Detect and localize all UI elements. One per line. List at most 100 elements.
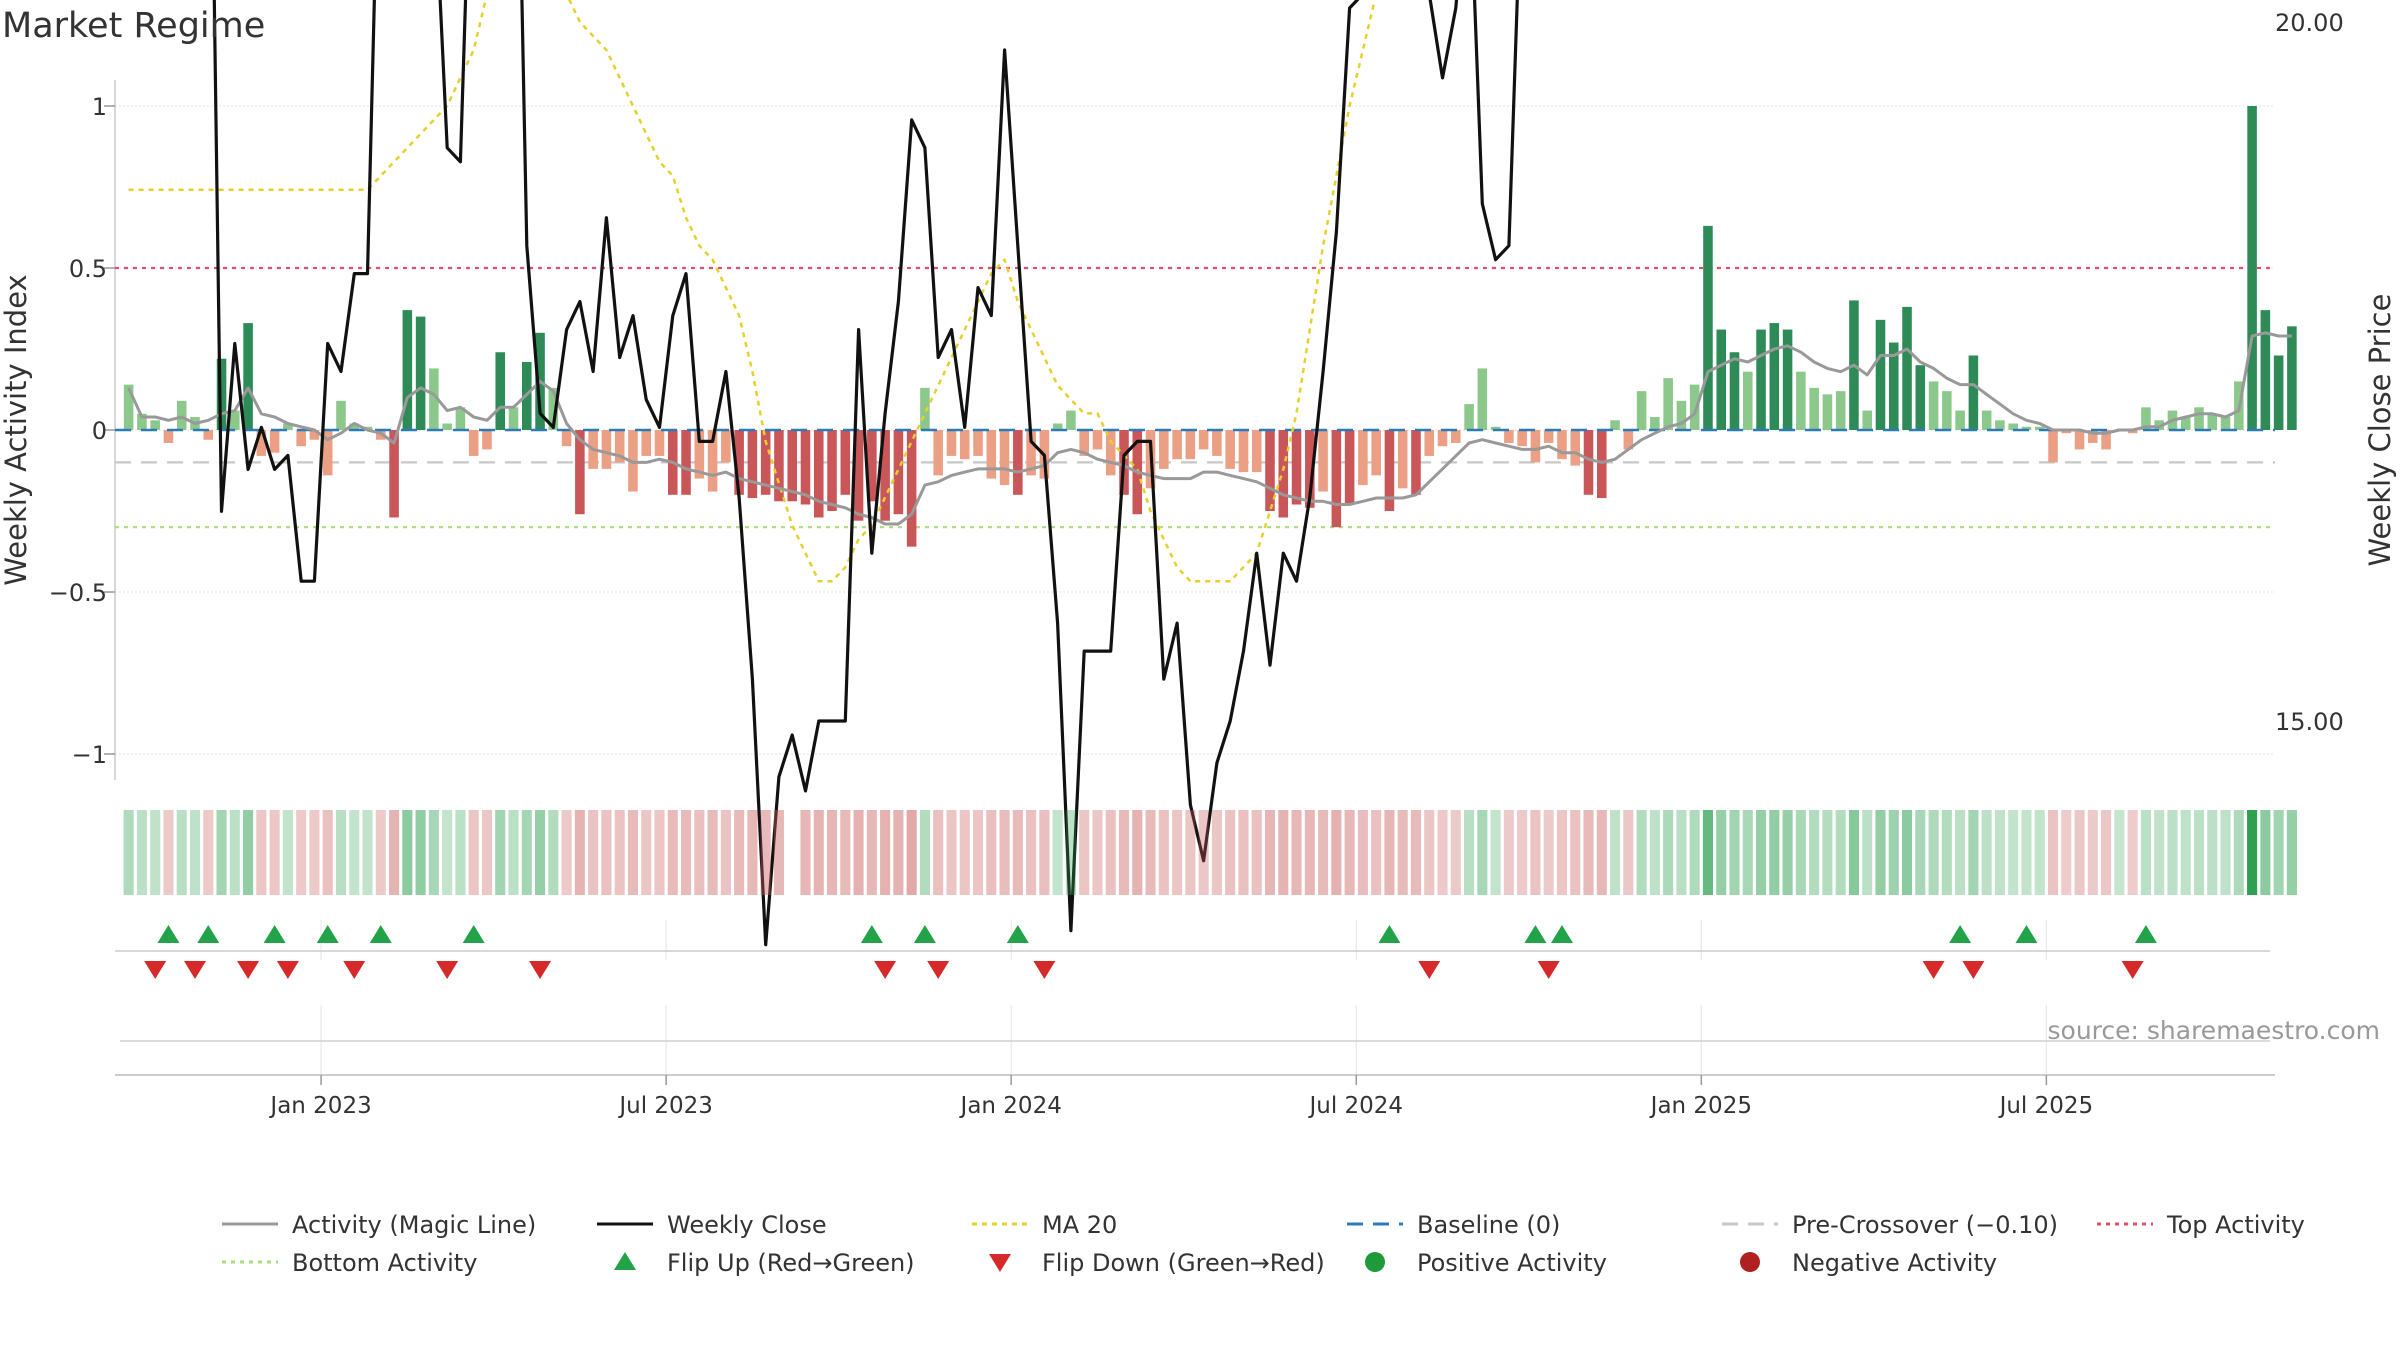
flip-up-marker [913, 925, 936, 943]
legend-swatch-dot [1740, 1252, 1760, 1272]
legend-item: Top Activity [2097, 1211, 2305, 1239]
heat-cell [136, 810, 147, 895]
heat-cell [853, 810, 864, 895]
legend-label: Flip Down (Green→Red) [1042, 1249, 1325, 1277]
activity-bar [1703, 225, 1713, 430]
heat-cell [720, 810, 731, 895]
heat-cell [1702, 810, 1713, 895]
activity-bar [734, 430, 744, 495]
heat-cell [508, 810, 519, 895]
activity-bar [1504, 430, 1514, 443]
heat-cell [2008, 810, 2019, 895]
activity-bar [336, 400, 346, 430]
heat-cell [1092, 810, 1103, 895]
chart-title: Market Regime [2, 6, 266, 46]
heat-cell [1477, 810, 1488, 895]
activity-bar [1623, 430, 1634, 450]
heat-cell [1211, 810, 1222, 895]
flip-up-marker [197, 925, 220, 943]
activity-bar [1437, 430, 1448, 447]
y-tick-label-right: 15.00 [2275, 708, 2344, 736]
activity-bar [495, 352, 506, 430]
activity-bar [1543, 430, 1554, 443]
heat-cell [933, 810, 944, 895]
heat-cell [1331, 810, 1342, 895]
activity-bar [1716, 329, 1727, 430]
legend-label: Baseline (0) [1417, 1211, 1560, 1239]
heat-cell [335, 810, 347, 895]
legend: Activity (Magic Line) Weekly Close MA 20 Ba… [222, 1211, 2305, 1277]
activity-bar [468, 430, 479, 456]
heat-cell [481, 810, 493, 895]
activity-bar [1756, 329, 1766, 430]
activity-bar [429, 368, 439, 430]
activity-bar [296, 430, 306, 447]
heat-cell [2034, 810, 2045, 895]
activity-bar [137, 413, 147, 430]
heat-cell [442, 810, 453, 895]
activity-bar [1796, 371, 1806, 430]
heat-cell [1716, 810, 1727, 895]
heat-cell [2127, 810, 2138, 895]
flip-down-marker [183, 961, 206, 979]
legend-item: Activity (Magic Line) [222, 1211, 536, 1239]
activity-bar [2180, 417, 2191, 430]
heat-cell [1689, 810, 1700, 895]
heat-cell [893, 810, 904, 895]
heat-cell [1450, 810, 1461, 895]
heat-cell [919, 810, 930, 895]
activity-bar [309, 430, 320, 440]
activity-bar [1477, 368, 1488, 430]
activity-bar [1769, 323, 1780, 430]
heat-cell [1968, 810, 1979, 895]
activity-bar [1530, 430, 1541, 463]
activity-bar [681, 430, 691, 495]
flip-down-marker [276, 961, 299, 979]
heat-cell [176, 810, 187, 895]
heat-cell [1636, 810, 1647, 895]
heat-cell [681, 810, 692, 895]
heat-cell [601, 810, 612, 895]
heat-cell [1928, 810, 1939, 895]
heat-cell [269, 810, 280, 895]
heat-cell [349, 810, 360, 895]
heat-cell [1835, 810, 1846, 895]
activity-bar [176, 400, 187, 430]
heat-cell [256, 810, 267, 895]
heat-cell [734, 810, 745, 895]
activity-bar [150, 420, 160, 430]
activity-bar [2220, 417, 2231, 430]
activity-bar [1928, 381, 1939, 430]
heat-cell [1663, 810, 1674, 895]
activity-bar [867, 430, 877, 502]
heat-cell [1822, 810, 1833, 895]
heat-cell [1264, 810, 1276, 895]
activity-bar [1995, 420, 2005, 430]
legend-label: Pre-Crossover (−0.10) [1792, 1211, 2058, 1239]
heat-cell [123, 810, 134, 895]
heat-cell [1198, 810, 1209, 895]
heat-cell [1596, 810, 1607, 895]
activity-bar [2194, 407, 2204, 430]
y-tick-label-left: 1 [92, 93, 107, 121]
heat-cell [1795, 810, 1806, 895]
activity-bar [813, 430, 824, 518]
legend-label: Bottom Activity [292, 1249, 477, 1277]
activity-bar [1238, 430, 1249, 473]
activity-bar [1742, 371, 1753, 430]
flip-up-marker [2015, 925, 2038, 943]
heat-cell [654, 810, 665, 895]
x-tick-label: Jan 2025 [1649, 1093, 1752, 1119]
y-tick-label-right: 20.00 [2275, 9, 2344, 37]
y-axis-label-left: Weekly Activity Index [0, 274, 33, 585]
activity-bar [2088, 430, 2098, 443]
heat-cell [389, 810, 400, 895]
heat-cell [906, 810, 917, 895]
activity-bar [1862, 410, 1872, 430]
activity-bar [1185, 430, 1196, 460]
x-tick-label: Jan 2023 [268, 1093, 371, 1119]
heat-cell [1079, 810, 1090, 895]
legend-swatch-triangle-up [614, 1252, 636, 1270]
weekly-close-line [212, 0, 1519, 947]
activity-bar [1981, 410, 1992, 430]
